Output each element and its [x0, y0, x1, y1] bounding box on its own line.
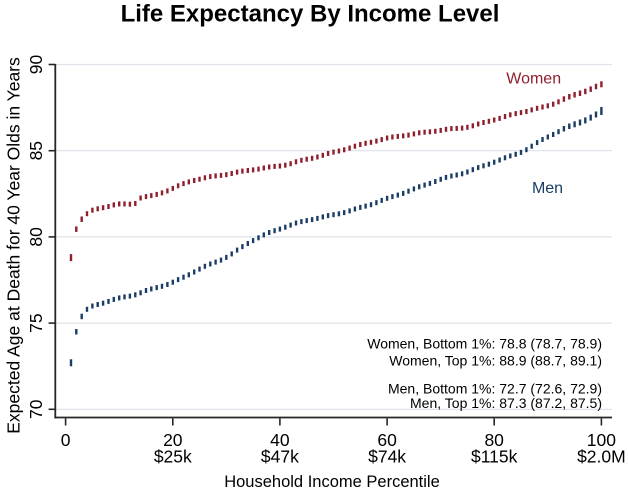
svg-text:Women: Women: [506, 71, 561, 88]
svg-text:0: 0: [61, 430, 71, 450]
svg-text:Men, Top 1%: 87.3 (87.2, 87.5): Men, Top 1%: 87.3 (87.2, 87.5): [410, 395, 602, 411]
svg-text:100: 100: [587, 430, 616, 450]
svg-text:60: 60: [377, 430, 397, 450]
svg-text:Men, Bottom 1%: 72.7 (72.6, 72: Men, Bottom 1%: 72.7 (72.6, 72.9): [388, 381, 602, 397]
svg-text:$25k: $25k: [154, 447, 192, 467]
svg-text:80: 80: [484, 430, 504, 450]
svg-text:$74k: $74k: [368, 447, 406, 467]
svg-text:Women, Top 1%: 88.9 (88.7, 89.: Women, Top 1%: 88.9 (88.7, 89.1): [389, 353, 602, 369]
svg-text:Expected Age at Death for 40 Y: Expected Age at Death for 40 Year Olds i…: [4, 57, 24, 434]
svg-text:90: 90: [26, 55, 46, 75]
svg-text:Men: Men: [532, 180, 563, 197]
svg-text:20: 20: [163, 430, 183, 450]
svg-text:Household Income Percentile: Household Income Percentile: [224, 473, 440, 491]
svg-text:70: 70: [26, 399, 46, 419]
svg-text:$115k: $115k: [471, 447, 518, 467]
svg-text:80: 80: [26, 227, 46, 247]
svg-text:75: 75: [26, 313, 46, 332]
svg-text:Life Expectancy By Income Leve: Life Expectancy By Income Level: [121, 1, 500, 28]
svg-text:85: 85: [26, 141, 46, 160]
svg-text:$47k: $47k: [261, 447, 299, 467]
svg-text:40: 40: [270, 430, 290, 450]
svg-text:Women, Bottom 1%: 78.8 (78.7,: Women, Bottom 1%: 78.8 (78.7, 78.9): [367, 336, 602, 352]
svg-text:$2.0M: $2.0M: [577, 447, 626, 467]
